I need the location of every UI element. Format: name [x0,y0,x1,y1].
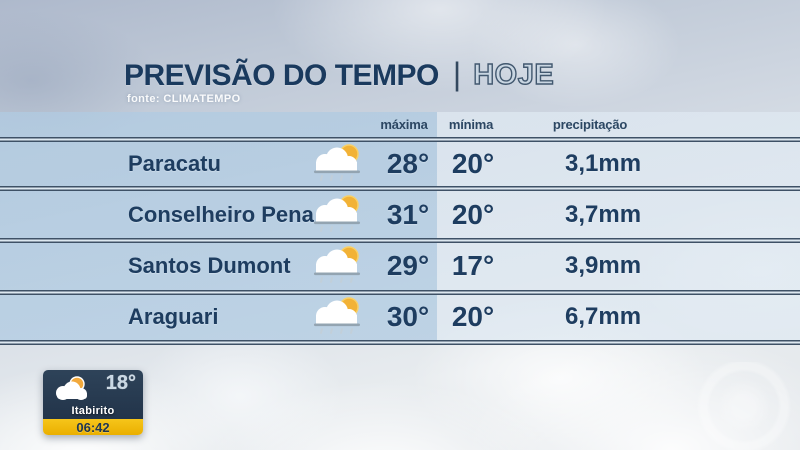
row-divider [0,340,800,345]
table-row: Conselheiro Pena 31° 20° 3,7mm [0,192,800,238]
city-name: Araguari [128,304,219,329]
min-temperature: 20° [451,199,495,230]
city-name: Conselheiro Pena [128,202,314,227]
table-row: Santos Dumont 29° 17° 3,9mm [0,243,800,289]
sun-cloud-drizzle-icon [313,297,361,334]
source-credit: fonte: CLIMATEMPO [127,93,241,105]
row-divider [0,186,800,191]
sun-cloud-drizzle-icon [313,195,361,232]
precipitation-value: 3,1mm [565,150,642,177]
max-temperature: 30° [386,301,430,332]
min-temperature: 20° [451,301,495,332]
min-temperature: 20° [451,148,495,179]
sun-cloud-icon [55,376,88,401]
column-header-max: máxima [380,117,428,132]
max-temperature: 31° [386,199,430,230]
row-divider [0,290,800,295]
header: PREVISÃO DO TEMPO | HOJE [124,56,554,95]
sun-cloud-drizzle-icon [313,144,361,181]
max-temperature: 28° [386,148,430,179]
max-temperature: 29° [386,250,430,281]
table-row: Paracatu 28° 20° 3,1mm [0,141,800,187]
min-temperature: 17° [451,250,495,281]
precipitation-value: 6,7mm [565,303,642,330]
column-header-min: mínima [448,117,494,132]
current-time: 06:42 [76,419,110,435]
widget-location: Itabirito [71,405,115,417]
title-separator: | [452,56,462,92]
column-header-precip: precipitação [552,117,628,132]
broadcaster-watermark-logo [696,362,792,450]
row-divider [0,137,800,142]
precipitation-value: 3,9mm [565,252,642,279]
current-temperature: 18° [105,372,136,395]
city-name: Santos Dumont [128,253,291,278]
forecast-panel [0,112,800,345]
row-divider [0,238,800,243]
sun-cloud-drizzle-icon [313,246,361,283]
city-name: Paracatu [128,151,221,176]
page-title: PREVISÃO DO TEMPO [124,58,439,92]
period-label: HOJE [473,58,555,91]
current-conditions-widget: 18° Itabirito 06:42 [43,370,143,435]
precipitation-value: 3,7mm [565,201,642,228]
table-row: Araguari 30° 20° 6,7mm [0,294,800,340]
clock-bar: 06:42 [43,419,143,435]
widget-top-panel: 18° Itabirito [43,370,143,419]
